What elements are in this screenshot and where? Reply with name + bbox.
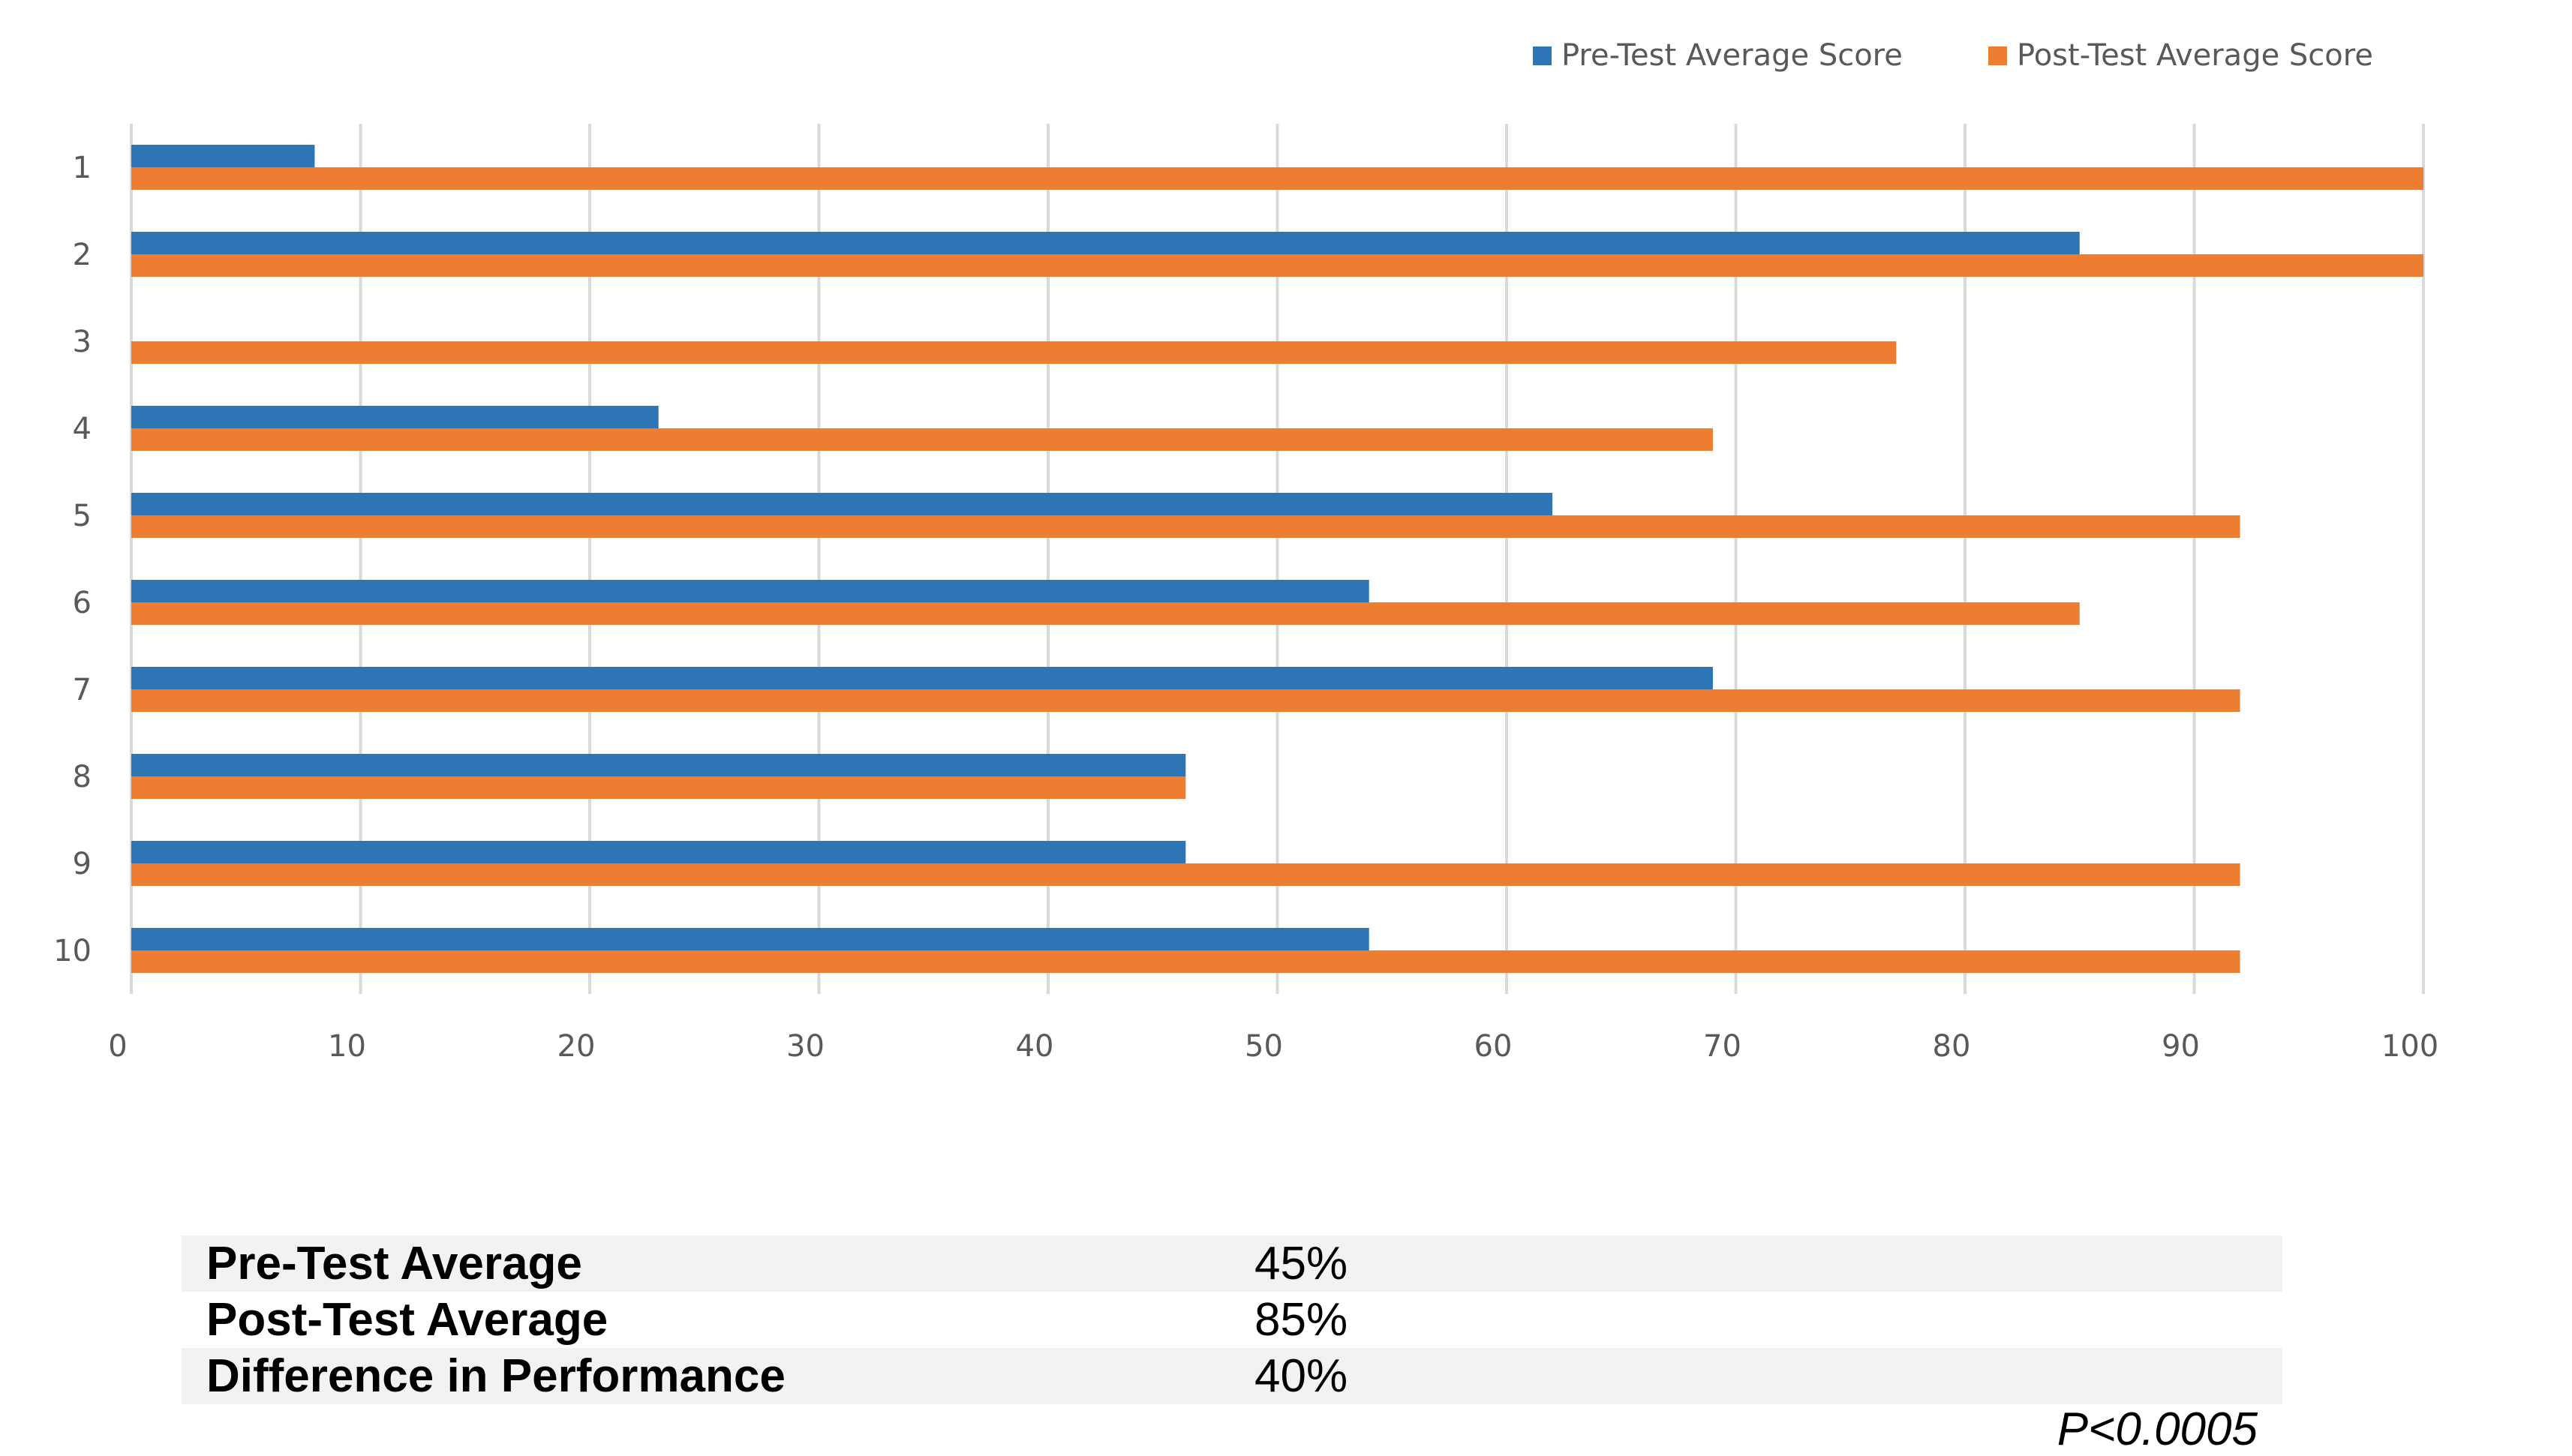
y-axis-ticks: 1 2 3 4 5 6 7 8 9 10 [53, 151, 92, 968]
pre-test-bar [131, 667, 1713, 689]
y-tick-label: 1 [73, 151, 92, 185]
pre-test-bar [131, 145, 315, 167]
x-tick-label: 80 [1933, 1029, 1971, 1064]
legend-label: Post-Test Average Score [2017, 38, 2373, 73]
pre-test-bar [131, 406, 659, 428]
post-test-bar [131, 776, 1186, 799]
x-tick-label: 20 [557, 1029, 596, 1064]
summary-table: Pre-Test Average 45% Post-Test Average 8… [182, 1235, 2282, 1404]
summary-value: 45% [1254, 1238, 1348, 1289]
x-tick-label: 70 [1703, 1029, 1741, 1064]
legend: Pre-Test Average Score Post-Test Average … [1533, 38, 2373, 73]
y-tick-label: 6 [73, 586, 92, 620]
post-test-bar [131, 515, 2240, 538]
y-tick-label: 8 [73, 760, 92, 794]
x-tick-label: 50 [1245, 1029, 1283, 1064]
y-tick-label: 10 [53, 934, 92, 968]
x-tick-label: 90 [2162, 1029, 2200, 1064]
legend-swatch-pre-test [1533, 47, 1552, 65]
post-test-bar [131, 950, 2240, 973]
pre-test-bar [131, 754, 1186, 776]
x-tick-label: 40 [1016, 1029, 1054, 1064]
x-tick-label: 30 [786, 1029, 825, 1064]
y-tick-label: 9 [73, 847, 92, 881]
x-tick-label: 60 [1474, 1029, 1513, 1064]
y-tick-label: 4 [73, 412, 92, 446]
summary-label: Post-Test Average [206, 1294, 608, 1346]
y-tick-label: 3 [73, 325, 92, 359]
y-tick-label: 2 [73, 238, 92, 272]
summary-value: 40% [1254, 1350, 1348, 1402]
x-tick-label: 100 [2381, 1029, 2438, 1064]
pre-test-bar [131, 928, 1369, 950]
summary-label: Difference in Performance [206, 1350, 786, 1402]
post-test-bar [131, 428, 1713, 451]
summary-value: 85% [1254, 1294, 1348, 1346]
p-value-label: P<0.0005 [2057, 1403, 2258, 1455]
y-tick-label: 5 [73, 499, 92, 533]
x-tick-label: 0 [108, 1029, 127, 1064]
summary-row-post-test: Post-Test Average 85% [182, 1292, 2282, 1348]
pre-test-bar [131, 841, 1186, 863]
post-test-bar [131, 602, 2080, 625]
x-axis-ticks: 0 10 20 30 40 50 60 70 80 90 100 [108, 1029, 2438, 1064]
post-test-bar [131, 254, 2423, 277]
post-test-bar [131, 863, 2240, 886]
legend-swatch-post-test [1988, 47, 2007, 65]
x-tick-label: 10 [328, 1029, 366, 1064]
post-test-bar [131, 341, 1897, 364]
post-test-bar [131, 689, 2240, 712]
pre-test-bar [131, 493, 1553, 515]
pre-test-bar [131, 232, 2080, 254]
legend-label: Pre-Test Average Score [1561, 38, 1903, 73]
summary-label: Pre-Test Average [206, 1238, 582, 1289]
bars [131, 145, 2423, 973]
summary-row-difference: Difference in Performance 40% [182, 1348, 2282, 1404]
summary-row-pre-test: Pre-Test Average 45% [182, 1235, 2282, 1292]
pre-test-bar [131, 580, 1369, 602]
post-test-bar [131, 167, 2423, 190]
y-tick-label: 7 [73, 673, 92, 707]
